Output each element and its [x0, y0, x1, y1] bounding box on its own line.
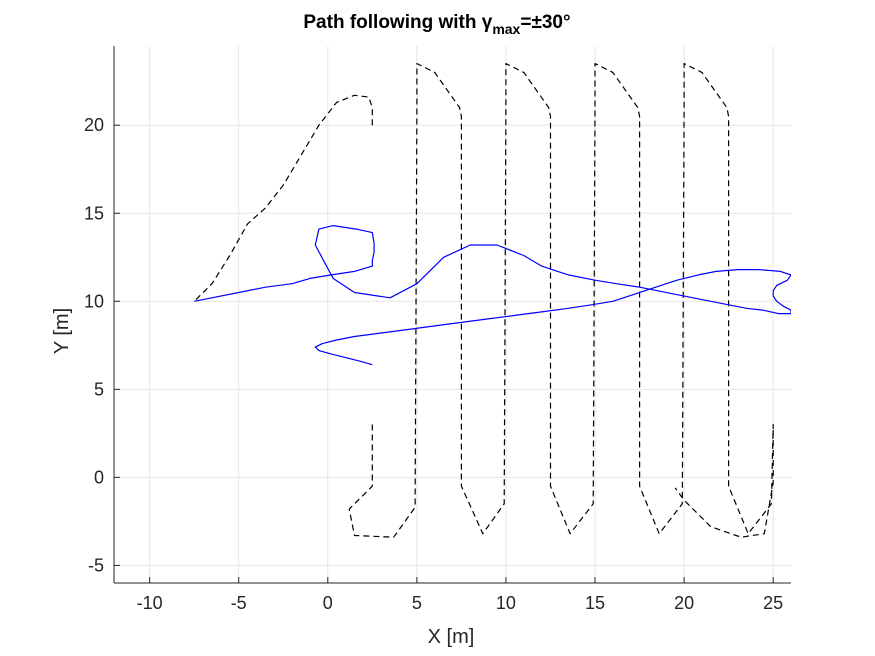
- x-tick-label-1: -5: [231, 593, 247, 613]
- grid: [114, 46, 791, 583]
- chart-title-main: Path following with γ: [303, 12, 492, 33]
- plot-area: [193, 62, 791, 538]
- x-tick-label-5: 15: [585, 593, 605, 613]
- series-0-path-b: [348, 62, 774, 538]
- y-tick-label-2: 5: [94, 379, 104, 399]
- y-tick-label-3: 10: [84, 291, 104, 311]
- axes: [113, 46, 791, 584]
- plot-background: [114, 46, 791, 583]
- series-0-path-a: [193, 94, 373, 302]
- chart-title: Path following with γmax=±30°: [303, 12, 570, 37]
- y-axis-label: Y [m]: [51, 308, 73, 354]
- chart-title-subscript: max: [492, 21, 520, 37]
- x-tick-label-6: 20: [674, 593, 694, 613]
- x-tick-label-0: -10: [137, 593, 163, 613]
- y-tick-label-1: 0: [94, 467, 104, 487]
- series-group: [193, 62, 791, 538]
- y-tick-label-5: 20: [84, 115, 104, 135]
- x-axis-label: X [m]: [428, 626, 475, 648]
- chart-title-suffix: =±30°: [520, 12, 570, 33]
- y-tick-label-4: 15: [84, 203, 104, 223]
- y-tick-label-0: -5: [88, 555, 104, 575]
- x-tick-label-4: 10: [496, 593, 516, 613]
- x-tick-label-3: 5: [412, 593, 422, 613]
- x-tick-label-2: 0: [323, 593, 333, 613]
- x-tick-label-7: 25: [763, 593, 783, 613]
- tick-labels: -10 -5 0 5 10 15 20 25 -5 0 5 10 15 20: [84, 115, 783, 613]
- series-1-path-a: [194, 225, 791, 366]
